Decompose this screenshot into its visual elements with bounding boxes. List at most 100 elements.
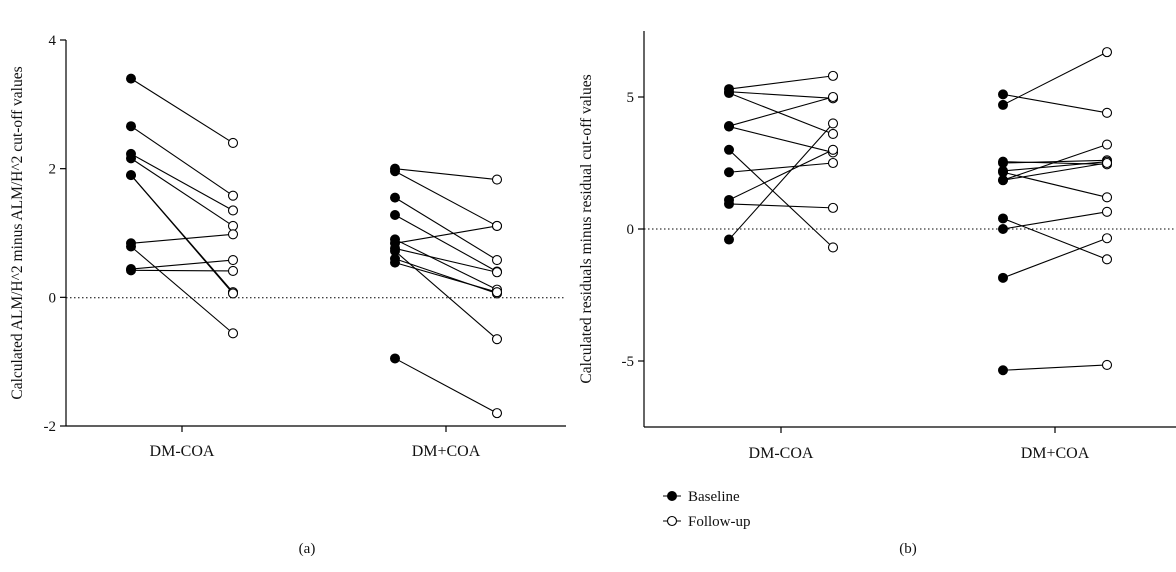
panel-b-baseline-point	[724, 198, 734, 209]
panel-a-pair-line	[394, 262, 498, 293]
panel-b-follow-up-point	[827, 242, 839, 253]
panel-b-follow-up-point	[827, 202, 839, 213]
panel-a-pair-line	[130, 78, 234, 144]
panel-b-pair-line	[728, 92, 834, 135]
panel-b-category-label: DM+COA	[1021, 445, 1090, 462]
panel-b-pair-line	[1002, 237, 1108, 279]
panel-a-follow-up-point	[491, 334, 503, 345]
panel-b-pair-line	[728, 162, 834, 173]
panel-a-pair-line	[394, 225, 498, 244]
panel-a-pair-line	[394, 214, 498, 273]
panel-b-pair-line	[728, 126, 834, 153]
panel-a-baseline-point	[126, 265, 136, 276]
panel-b-pair-line	[1002, 171, 1108, 198]
panel-b-pair-line	[1002, 159, 1108, 164]
panel-a-pair-line	[130, 174, 234, 294]
panel-a-y-axis-title: Calculated ALM/H^2 minus ALM/H^2 cut-off…	[9, 66, 26, 399]
panel-a-follow-up-point	[491, 254, 503, 266]
panel-b-pair-lines	[728, 51, 1108, 371]
panel-b-baseline-point	[998, 224, 1008, 234]
panel-b-follow-up-point	[827, 91, 839, 103]
panel-a-follow-up-point	[227, 328, 239, 339]
panel-b-y-axis-title: Calculated residuals minus residual cut-…	[578, 74, 595, 383]
panel-a-pair-lines	[130, 78, 498, 414]
panel-b-y-tick-label: 5	[627, 90, 635, 106]
panel-a-pair-line	[394, 357, 498, 414]
panel-b-points	[724, 47, 1113, 376]
panel-b-follow-up-point	[1101, 233, 1113, 244]
panel-b-baseline-point	[724, 167, 734, 178]
panel-a-baseline-point	[390, 353, 400, 364]
panel-a-pair-line	[130, 125, 234, 197]
panel-b-baseline-point	[998, 99, 1008, 110]
panel-a-pair-line	[130, 246, 234, 334]
panel-a-baseline-point	[390, 192, 400, 203]
panel-b-follow-up-point	[1101, 254, 1113, 265]
panel-a-y-tick-label: 4	[49, 33, 57, 49]
panel-a-pair-line	[130, 269, 234, 272]
panel-b-category-labels: DM-COA DM+COA	[749, 427, 1090, 462]
panel-b-baseline-point	[998, 89, 1008, 100]
panel-b-pair-line	[1002, 161, 1108, 172]
panel-b-y-ticks: -5 0 5	[622, 90, 644, 370]
panel-a-follow-up-point	[491, 174, 503, 185]
panel-a-baseline-point	[126, 73, 136, 84]
panel-a-follow-up-point	[491, 287, 503, 298]
panel-b-baseline-point	[998, 272, 1008, 283]
panel-b-follow-up-point	[1101, 192, 1113, 203]
panel-a-y-tick-label: -2	[44, 419, 57, 435]
panel-a-follow-up-point	[227, 265, 239, 277]
panel-a-baseline-point	[390, 166, 400, 177]
panel-a-category-labels: DM-COA DM+COA	[150, 426, 481, 460]
panel-a-baseline-point	[390, 209, 400, 220]
panel-b-pair-line	[728, 149, 834, 201]
panel-a: -2 0 2 4 DM-COA DM+COA Calculated ALM/H^2 mi…	[9, 33, 566, 557]
panel-a-baseline-point	[126, 121, 136, 132]
panel-a-points	[126, 73, 503, 419]
panel-b-follow-up-point	[827, 144, 839, 155]
panel-a-pair-line	[394, 238, 498, 291]
panel-a-pair-line	[394, 168, 498, 181]
legend-follow-up-label: Follow-up	[688, 514, 751, 530]
panel-b-follow-up-point	[827, 128, 839, 140]
panel-b-pair-line	[1002, 93, 1108, 114]
legend-baseline-label: Baseline	[688, 489, 740, 505]
panel-a-follow-up-point	[227, 254, 239, 266]
panel-b-pair-line	[1002, 143, 1108, 181]
panel-b-category-label: DM-COA	[749, 445, 814, 462]
panel-b-baseline-point	[998, 175, 1008, 186]
panel-a-follow-up-point	[227, 229, 239, 240]
panel-b-y-tick-label: -5	[622, 354, 635, 370]
panel-a-pair-line	[130, 153, 234, 211]
panel-a-follow-up-point	[491, 220, 503, 231]
panel-b-pair-line	[1002, 364, 1108, 371]
panel-b-follow-up-point	[1101, 107, 1113, 118]
panel-a-follow-up-point	[491, 267, 503, 278]
panel-b-y-tick-label: 0	[627, 222, 635, 238]
panel-b: -5 0 5 DM-COA DM+COA Calculated residuals m…	[578, 31, 1176, 557]
legend-item-follow-up: Follow-up	[663, 514, 751, 530]
panel-a-pair-line	[394, 170, 498, 227]
panel-b-baseline-point	[998, 213, 1008, 224]
panel-a-label: (a)	[299, 541, 316, 557]
panel-b-follow-up-point	[1101, 359, 1113, 371]
panel-b-pair-line	[728, 149, 834, 248]
panel-a-pair-line	[394, 250, 498, 340]
panel-a-follow-up-point	[227, 137, 239, 148]
panel-b-pair-line	[728, 123, 834, 240]
panel-b-follow-up-point	[1101, 157, 1113, 169]
panel-a-follow-up-point	[227, 288, 239, 299]
panel-b-follow-up-point	[1101, 139, 1113, 150]
panel-a-y-tick-label: 2	[49, 162, 57, 178]
panel-a-baseline-point	[390, 257, 400, 268]
panel-a-y-tick-label: 0	[49, 290, 57, 306]
panel-a-follow-up-point	[227, 190, 239, 201]
panel-b-follow-up-point	[827, 157, 839, 169]
panel-b-follow-up-point	[827, 118, 839, 129]
panel-b-baseline-point	[724, 88, 734, 99]
legend-item-baseline: Baseline	[663, 489, 740, 505]
panel-a-pair-line	[130, 259, 234, 270]
panel-a-follow-up-point	[227, 205, 239, 216]
panel-b-pair-line	[728, 96, 834, 127]
panel-b-pair-line	[728, 91, 834, 99]
